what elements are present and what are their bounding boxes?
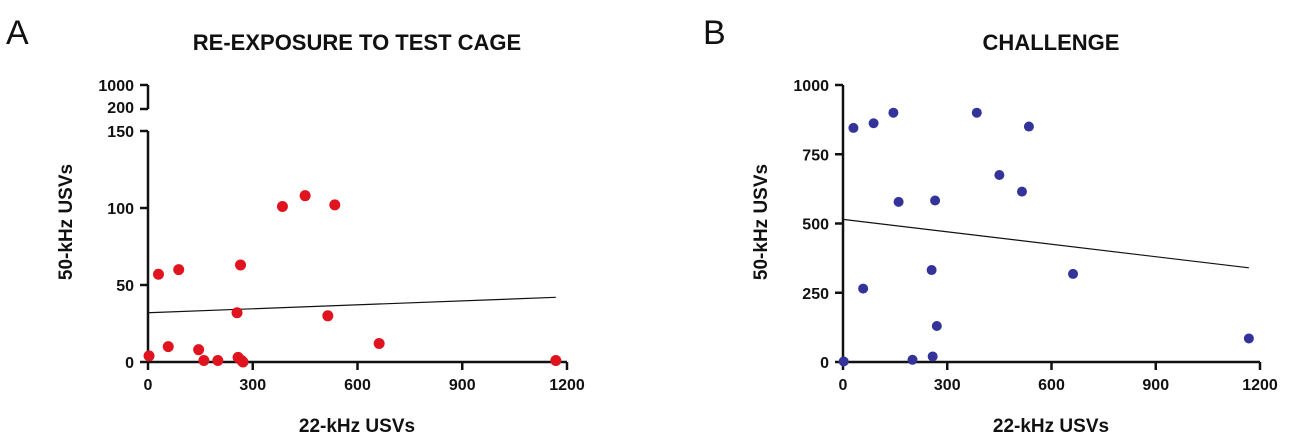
data-point <box>971 107 982 118</box>
x-tick-label: 300 <box>239 377 266 394</box>
data-point <box>152 268 164 280</box>
x-tick-label: 600 <box>1038 377 1065 394</box>
data-point <box>198 354 210 366</box>
data-point <box>930 195 941 206</box>
panel-b: B CHALLENGE 22-kHz USVs 50-kHz USVs 0 300… <box>703 14 1278 435</box>
panel-b-axes: 0 300 600 900 1200 0 250 500 750 1000 <box>793 78 1277 394</box>
panel-a-y-axis-label: 50-kHz USVs <box>56 164 77 280</box>
y-tick-label: 200 <box>107 100 134 117</box>
panel-a: A RE-EXPOSURE TO TEST CAGE 22-kHz USVs 5… <box>6 14 585 435</box>
data-point <box>231 307 243 319</box>
panel-b-y-axis-label: 50-kHz USVs <box>751 164 772 280</box>
data-point <box>927 351 938 362</box>
y-tick-label: 100 <box>107 201 134 218</box>
x-tick-label: 0 <box>839 377 848 394</box>
data-point <box>1016 186 1027 197</box>
data-point <box>1068 268 1079 279</box>
panel-b-x-axis-label: 22-kHz USVs <box>993 416 1109 435</box>
data-point <box>550 354 562 366</box>
data-point <box>329 199 341 211</box>
data-point <box>143 350 155 362</box>
x-tick-label: 900 <box>449 377 476 394</box>
panel-b-fit-line-group <box>842 218 1249 269</box>
x-tick-label: 900 <box>1142 377 1169 394</box>
x-tick-label: 1200 <box>549 377 585 394</box>
y-tick-label: 0 <box>820 355 829 372</box>
data-point <box>848 122 859 133</box>
y-tick-label: 1000 <box>98 78 134 95</box>
data-point <box>994 170 1005 181</box>
fit-line <box>842 218 1249 269</box>
data-point <box>1243 333 1254 344</box>
data-point <box>907 354 918 365</box>
panel-b-title: CHALLENGE <box>983 30 1120 55</box>
data-point <box>926 265 937 276</box>
x-tick-label: 300 <box>934 377 961 394</box>
panel-a-axes: 0 300 600 900 1200 0 50 100 150 1000 200 <box>98 78 584 394</box>
y-tick-label: 500 <box>802 217 829 234</box>
data-point <box>322 310 334 322</box>
data-point <box>299 190 311 202</box>
data-point <box>212 354 224 366</box>
panel-a-x-axis-label: 22-kHz USVs <box>299 416 415 435</box>
data-point <box>1023 121 1034 132</box>
x-tick-label: 600 <box>344 377 371 394</box>
data-point <box>931 320 942 331</box>
panel-a-letter: A <box>6 14 29 52</box>
y-tick-label: 50 <box>116 278 134 295</box>
fit-line <box>147 296 556 314</box>
y-tick-label: 750 <box>802 147 829 164</box>
data-point <box>235 259 247 271</box>
panel-a-title: RE-EXPOSURE TO TEST CAGE <box>193 30 521 55</box>
x-tick-label: 1200 <box>1242 377 1278 394</box>
data-point <box>888 107 899 118</box>
data-point <box>237 356 249 368</box>
data-point <box>193 344 205 356</box>
panel-a-points <box>143 190 562 368</box>
data-point <box>838 356 849 367</box>
data-point <box>373 338 385 350</box>
data-point <box>173 264 185 276</box>
x-tick-label: 0 <box>144 377 153 394</box>
data-point <box>893 196 904 207</box>
data-point <box>162 341 174 353</box>
data-point <box>858 283 869 294</box>
panel-b-points <box>838 107 1254 367</box>
y-tick-label: 150 <box>107 124 134 141</box>
y-tick-label: 0 <box>125 355 134 372</box>
y-tick-label: 250 <box>802 286 829 303</box>
panel-b-letter: B <box>703 14 726 52</box>
y-tick-label: 1000 <box>793 78 829 95</box>
data-point <box>868 118 879 129</box>
data-point <box>276 200 288 212</box>
panel-a-fit-line-group <box>147 296 556 314</box>
